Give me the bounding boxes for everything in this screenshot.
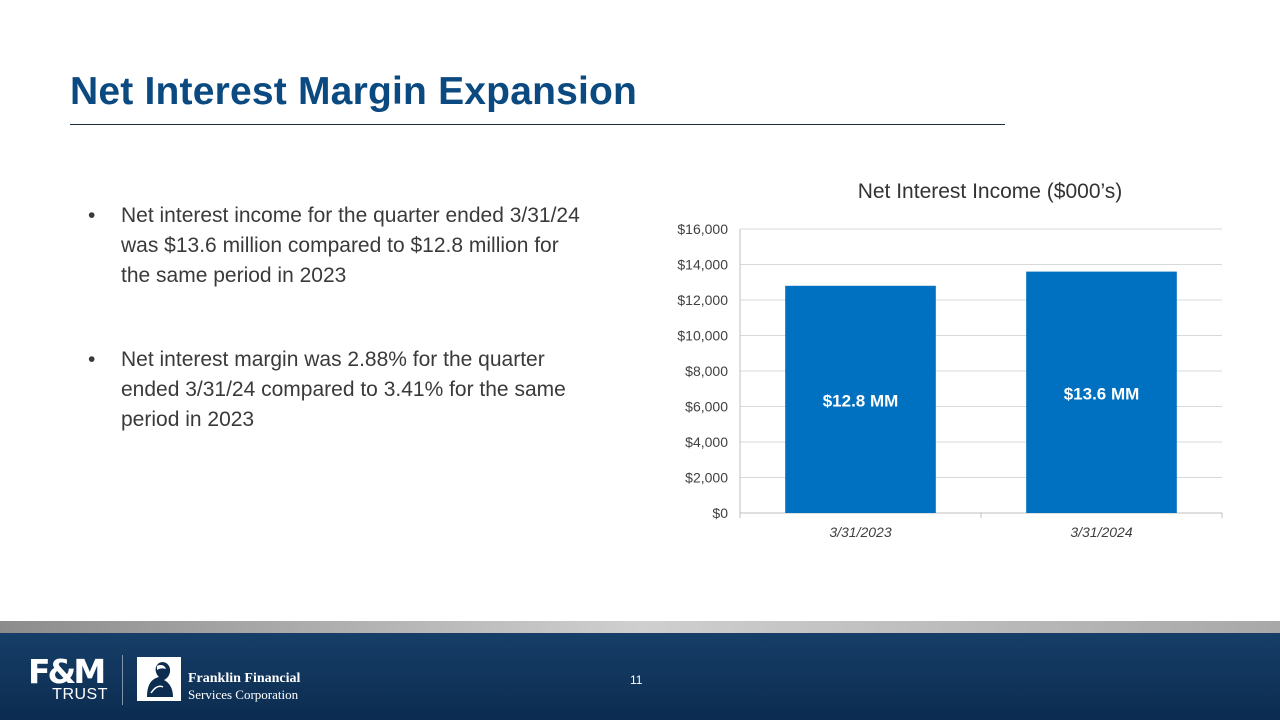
y-tick-label: $14,000 <box>677 257 728 273</box>
footer-divider <box>0 621 1280 633</box>
title-underline <box>70 124 1005 125</box>
footer-bar: F&M TRUST Franklin Financial Services Co… <box>0 633 1280 720</box>
bullet-dot: • <box>88 204 96 227</box>
x-tick-label: 3/31/2023 <box>829 524 891 540</box>
ffs-logo-line1: Franklin Financial <box>188 671 301 686</box>
bullet-dot: • <box>88 348 96 371</box>
fm-logo-main: F&M <box>28 652 106 691</box>
bullet-item: • Net interest income for the quarter en… <box>88 201 588 291</box>
y-tick-label: $16,000 <box>677 221 728 237</box>
logo-divider <box>122 655 123 705</box>
page-number: 11 <box>630 673 643 687</box>
bar-3-31-2023 <box>785 285 936 513</box>
x-tick-label: 3/31/2024 <box>1070 524 1132 540</box>
chart-title: Net Interest Income ($000’s) <box>858 180 1123 203</box>
y-tick-label: $12,000 <box>677 292 728 308</box>
bar-data-label: $12.8 MM <box>823 391 899 410</box>
franklin-financial-logo: Franklin Financial Services Corporation <box>188 671 300 703</box>
franklin-portrait-icon <box>137 657 181 701</box>
bullet-text: Net interest income for the quarter ende… <box>121 204 580 287</box>
y-tick-label: $4,000 <box>685 434 728 450</box>
bullet-item: • Net interest margin was 2.88% for the … <box>88 345 588 435</box>
bullet-list: • Net interest income for the quarter en… <box>88 201 588 489</box>
y-tick-label: $8,000 <box>685 363 728 379</box>
bar-3-31-2024 <box>1026 271 1177 513</box>
fm-trust-logo: F&M TRUST <box>28 655 110 703</box>
fm-logo-sub: TRUST <box>52 686 108 703</box>
bar-data-label: $13.6 MM <box>1064 384 1140 403</box>
slide-title: Net Interest Margin Expansion <box>70 70 638 113</box>
y-tick-label: $0 <box>712 505 728 521</box>
net-interest-income-chart: Net Interest Income ($000’s) $0 $2,000 $4,0… <box>677 180 1223 540</box>
y-tick-label: $6,000 <box>685 399 728 415</box>
ffs-logo-line2: Services Corporation <box>188 687 299 702</box>
y-tick-label: $2,000 <box>685 470 728 486</box>
y-tick-label: $10,000 <box>677 328 728 344</box>
bullet-text: Net interest margin was 2.88% for the qu… <box>121 348 566 431</box>
